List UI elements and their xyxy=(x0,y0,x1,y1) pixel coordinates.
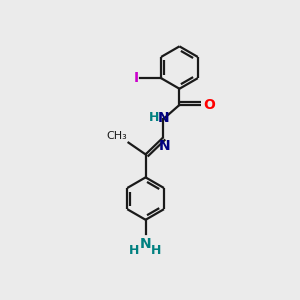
Text: O: O xyxy=(204,98,215,112)
Text: H: H xyxy=(151,244,161,257)
Text: I: I xyxy=(133,71,138,85)
Text: CH₃: CH₃ xyxy=(106,131,127,141)
Text: H: H xyxy=(129,244,140,257)
Text: N: N xyxy=(159,139,170,152)
Text: N: N xyxy=(140,237,151,251)
Text: H: H xyxy=(148,111,159,124)
Text: N: N xyxy=(158,111,170,124)
